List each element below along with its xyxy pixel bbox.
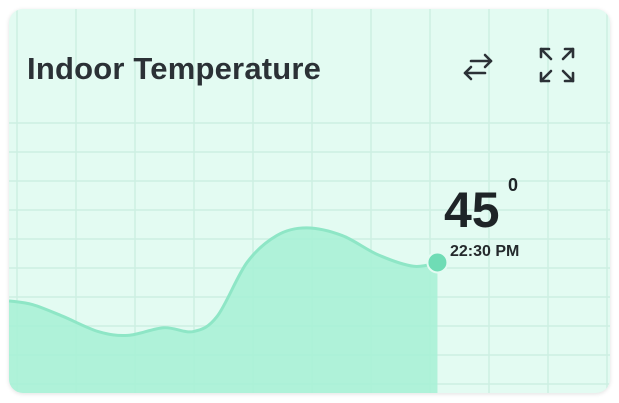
widget-title: Indoor Temperature — [27, 51, 322, 86]
temperature-line — [9, 226, 438, 338]
reading-time: 22:30 PM — [450, 243, 520, 260]
temperature-unit: 0 — [508, 175, 519, 195]
temperature-readout: 45 0 22:30 PM — [444, 175, 519, 260]
current-reading-marker[interactable] — [426, 251, 449, 274]
temperature-chart — [9, 226, 449, 393]
swap-arrows-icon — [463, 53, 493, 81]
swap-button[interactable] — [456, 45, 500, 89]
indoor-temperature-card: Indoor Temperature 45 — [9, 9, 610, 393]
expand-button[interactable] — [535, 43, 579, 87]
temperature-value: 45 — [444, 182, 500, 238]
temperature-area — [9, 227, 438, 393]
expand-icon — [539, 47, 575, 83]
